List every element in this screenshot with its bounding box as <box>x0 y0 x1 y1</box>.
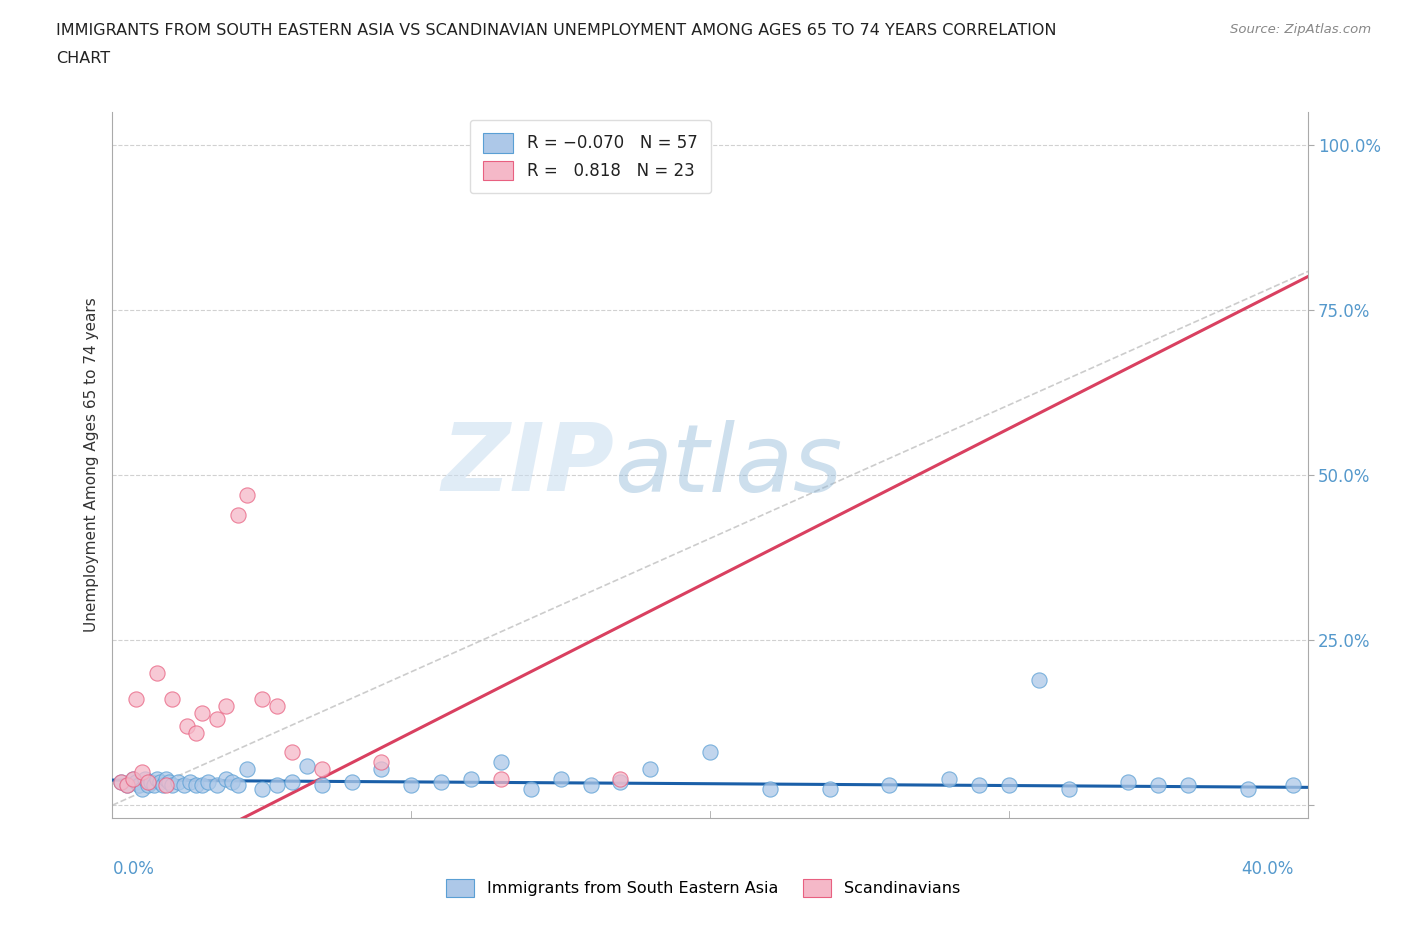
Point <box>131 781 153 796</box>
Point <box>167 775 190 790</box>
Point <box>311 762 333 777</box>
Point <box>110 775 132 790</box>
Point <box>143 777 166 792</box>
Point <box>311 777 333 792</box>
Point <box>340 775 363 790</box>
Text: CHART: CHART <box>56 51 110 66</box>
Point <box>125 775 148 790</box>
Point <box>430 775 453 790</box>
Point <box>226 507 249 522</box>
Point <box>1028 672 1050 687</box>
Y-axis label: Unemployment Among Ages 65 to 74 years: Unemployment Among Ages 65 to 74 years <box>83 298 98 632</box>
Text: Source: ZipAtlas.com: Source: ZipAtlas.com <box>1230 23 1371 36</box>
Point <box>281 745 304 760</box>
Point <box>146 771 169 786</box>
Point <box>460 771 482 786</box>
Point <box>266 777 288 792</box>
Point <box>1281 777 1303 792</box>
Point <box>1057 781 1080 796</box>
Point <box>401 777 423 792</box>
Point <box>609 775 631 790</box>
Text: ZIP: ZIP <box>441 419 614 511</box>
Point <box>186 777 208 792</box>
Point <box>266 698 288 713</box>
Point <box>938 771 960 786</box>
Point <box>609 771 631 786</box>
Point <box>221 775 243 790</box>
Text: 0.0%: 0.0% <box>112 860 155 878</box>
Point <box>191 777 214 792</box>
Point <box>205 711 228 726</box>
Point <box>191 705 214 720</box>
Point <box>579 777 602 792</box>
Point <box>162 692 183 707</box>
Text: IMMIGRANTS FROM SOUTH EASTERN ASIA VS SCANDINAVIAN UNEMPLOYMENT AMONG AGES 65 TO: IMMIGRANTS FROM SOUTH EASTERN ASIA VS SC… <box>56 23 1057 38</box>
Point <box>157 775 180 790</box>
Point <box>215 771 238 786</box>
Point <box>1177 777 1199 792</box>
Point <box>152 777 174 792</box>
Point <box>250 692 273 707</box>
Legend: R = −0.070   N = 57, R =   0.818   N = 23: R = −0.070 N = 57, R = 0.818 N = 23 <box>470 120 711 193</box>
Point <box>236 487 259 502</box>
Point <box>173 777 195 792</box>
Point <box>128 777 150 792</box>
Point <box>967 777 990 792</box>
Point <box>179 775 201 790</box>
Point <box>176 719 198 734</box>
Point <box>699 745 721 760</box>
Point <box>281 775 304 790</box>
Point <box>489 771 512 786</box>
Point <box>205 777 228 792</box>
Point <box>122 771 145 786</box>
Point <box>197 775 219 790</box>
Text: 40.0%: 40.0% <box>1241 860 1294 878</box>
Point <box>138 775 160 790</box>
Point <box>117 777 139 792</box>
Point <box>818 781 841 796</box>
Point <box>146 666 169 681</box>
Point <box>640 762 662 777</box>
Legend: Immigrants from South Eastern Asia, Scandinavians: Immigrants from South Eastern Asia, Scan… <box>439 872 967 903</box>
Point <box>141 775 163 790</box>
Point <box>131 764 153 779</box>
Text: atlas: atlas <box>614 419 842 511</box>
Point <box>489 755 512 770</box>
Point <box>250 781 273 796</box>
Point <box>879 777 901 792</box>
Point <box>998 777 1021 792</box>
Point <box>155 771 177 786</box>
Point <box>215 698 238 713</box>
Point <box>134 771 156 786</box>
Point <box>370 762 392 777</box>
Point <box>122 771 145 786</box>
Point <box>520 781 543 796</box>
Point <box>155 777 177 792</box>
Point <box>1118 775 1140 790</box>
Point <box>138 777 160 792</box>
Point <box>149 775 172 790</box>
Point <box>1147 777 1170 792</box>
Point <box>550 771 572 786</box>
Point <box>226 777 249 792</box>
Point <box>236 762 259 777</box>
Point <box>117 777 139 792</box>
Point <box>295 758 318 773</box>
Point <box>162 777 183 792</box>
Point <box>759 781 782 796</box>
Point <box>1237 781 1260 796</box>
Point <box>186 725 208 740</box>
Point <box>125 692 148 707</box>
Point <box>370 755 392 770</box>
Point <box>110 775 132 790</box>
